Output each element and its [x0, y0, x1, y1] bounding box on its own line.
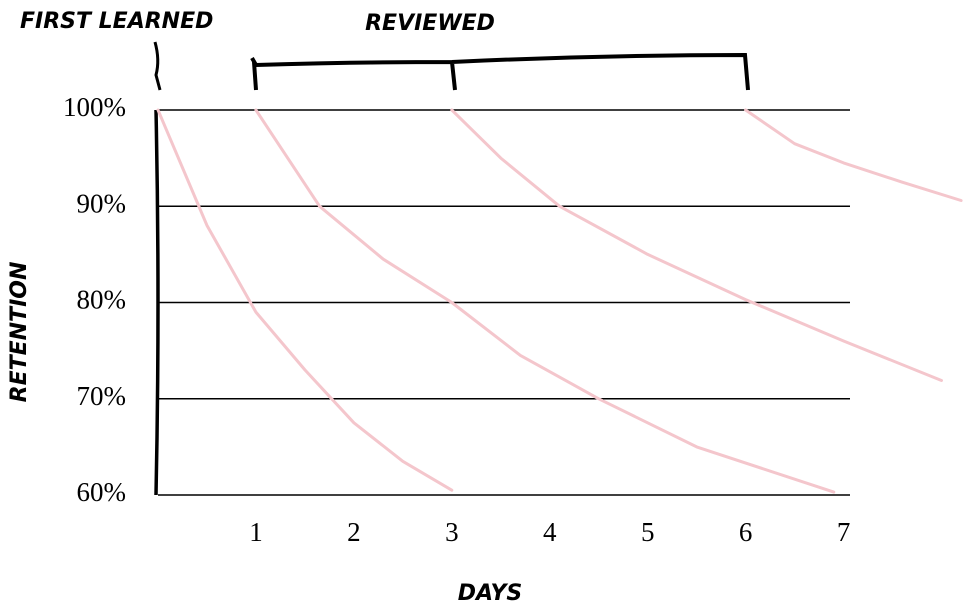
y-tick-label: 70% [77, 381, 127, 411]
x-tick-label: 1 [249, 517, 263, 547]
y-axis-label: RETENTION [7, 262, 32, 403]
annotation: FIRST LEARNED [20, 9, 213, 34]
x-tick-label: 4 [543, 517, 557, 547]
bracket [153, 41, 162, 91]
bracket [250, 52, 750, 91]
y-tick-label: 80% [77, 285, 127, 315]
x-tick-label: 2 [347, 517, 361, 547]
y-tick-label: 100% [63, 92, 126, 122]
y-tick-label: 90% [77, 188, 127, 218]
x-tick-label: 7 [837, 517, 851, 547]
x-tick-label: 6 [739, 517, 753, 547]
retention-curve [450, 108, 943, 382]
x-axis-label: DAYS [458, 581, 523, 606]
y-tick-label: 60% [77, 477, 127, 507]
y-axis [154, 109, 160, 496]
x-tick-label: 3 [445, 517, 459, 547]
x-tick-label: 5 [641, 517, 655, 547]
retention-curve [156, 108, 454, 492]
retention-curve [254, 108, 836, 494]
retention-curve [744, 108, 963, 202]
annotation: REVIEWED [365, 11, 495, 36]
